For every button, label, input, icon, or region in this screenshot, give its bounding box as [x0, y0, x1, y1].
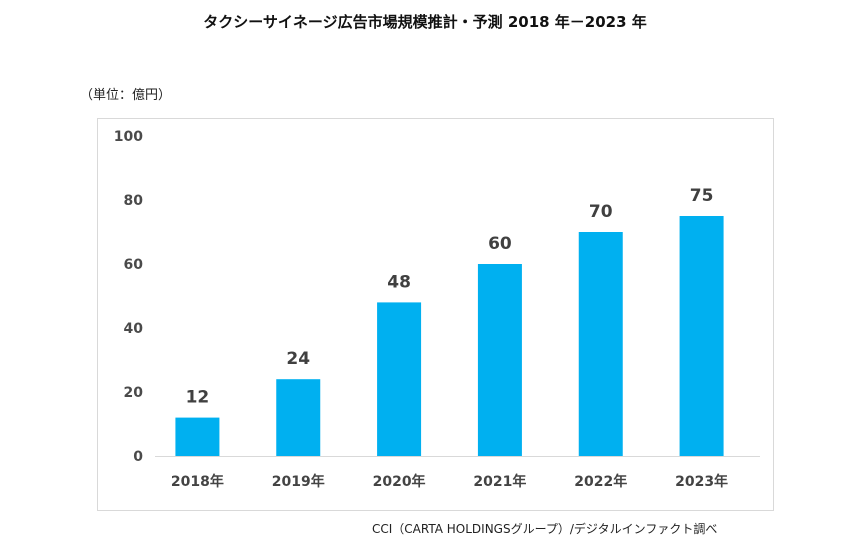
- source-note: CCI（CARTA HOLDINGSグループ）/デジタルインファクト調べ: [372, 522, 718, 536]
- chart-title: タクシーサイネージ広告市場規模推計・予測 2018 年－2023 年: [203, 13, 647, 31]
- x-axis: 2018年 2019年 2020年 2021年 2022年 2023年: [171, 473, 728, 490]
- data-label: 60: [488, 234, 512, 254]
- x-tick-label: 2023年: [675, 473, 728, 490]
- y-axis: 0 20 40 60 80 100: [114, 129, 143, 465]
- y-tick-label: 80: [124, 193, 144, 209]
- x-tick-label: 2019年: [272, 473, 325, 490]
- unit-label: （単位：億円）: [80, 88, 172, 103]
- y-tick-label: 60: [124, 257, 144, 273]
- data-label: 12: [186, 388, 210, 408]
- bar: [477, 264, 522, 456]
- bars-group: [175, 216, 724, 456]
- data-label: 70: [589, 202, 613, 222]
- data-label: 48: [387, 272, 411, 292]
- y-tick-label: 40: [124, 321, 144, 337]
- y-tick-label: 20: [124, 385, 144, 401]
- bar: [377, 302, 422, 456]
- x-tick-label: 2021年: [473, 473, 526, 490]
- bar: [276, 379, 321, 456]
- y-tick-label: 0: [133, 449, 143, 465]
- bar: [578, 232, 623, 456]
- y-tick-label: 100: [114, 129, 143, 145]
- chart-frame: [97, 118, 774, 511]
- data-label: 24: [286, 349, 310, 369]
- x-tick-label: 2018年: [171, 473, 224, 490]
- x-tick-label: 2022年: [574, 473, 627, 490]
- bar: [175, 417, 220, 456]
- bar: [679, 216, 724, 456]
- data-label: 75: [690, 186, 714, 206]
- x-tick-label: 2020年: [373, 473, 426, 490]
- data-labels-group: 12 24 48 60 70 75: [186, 186, 714, 408]
